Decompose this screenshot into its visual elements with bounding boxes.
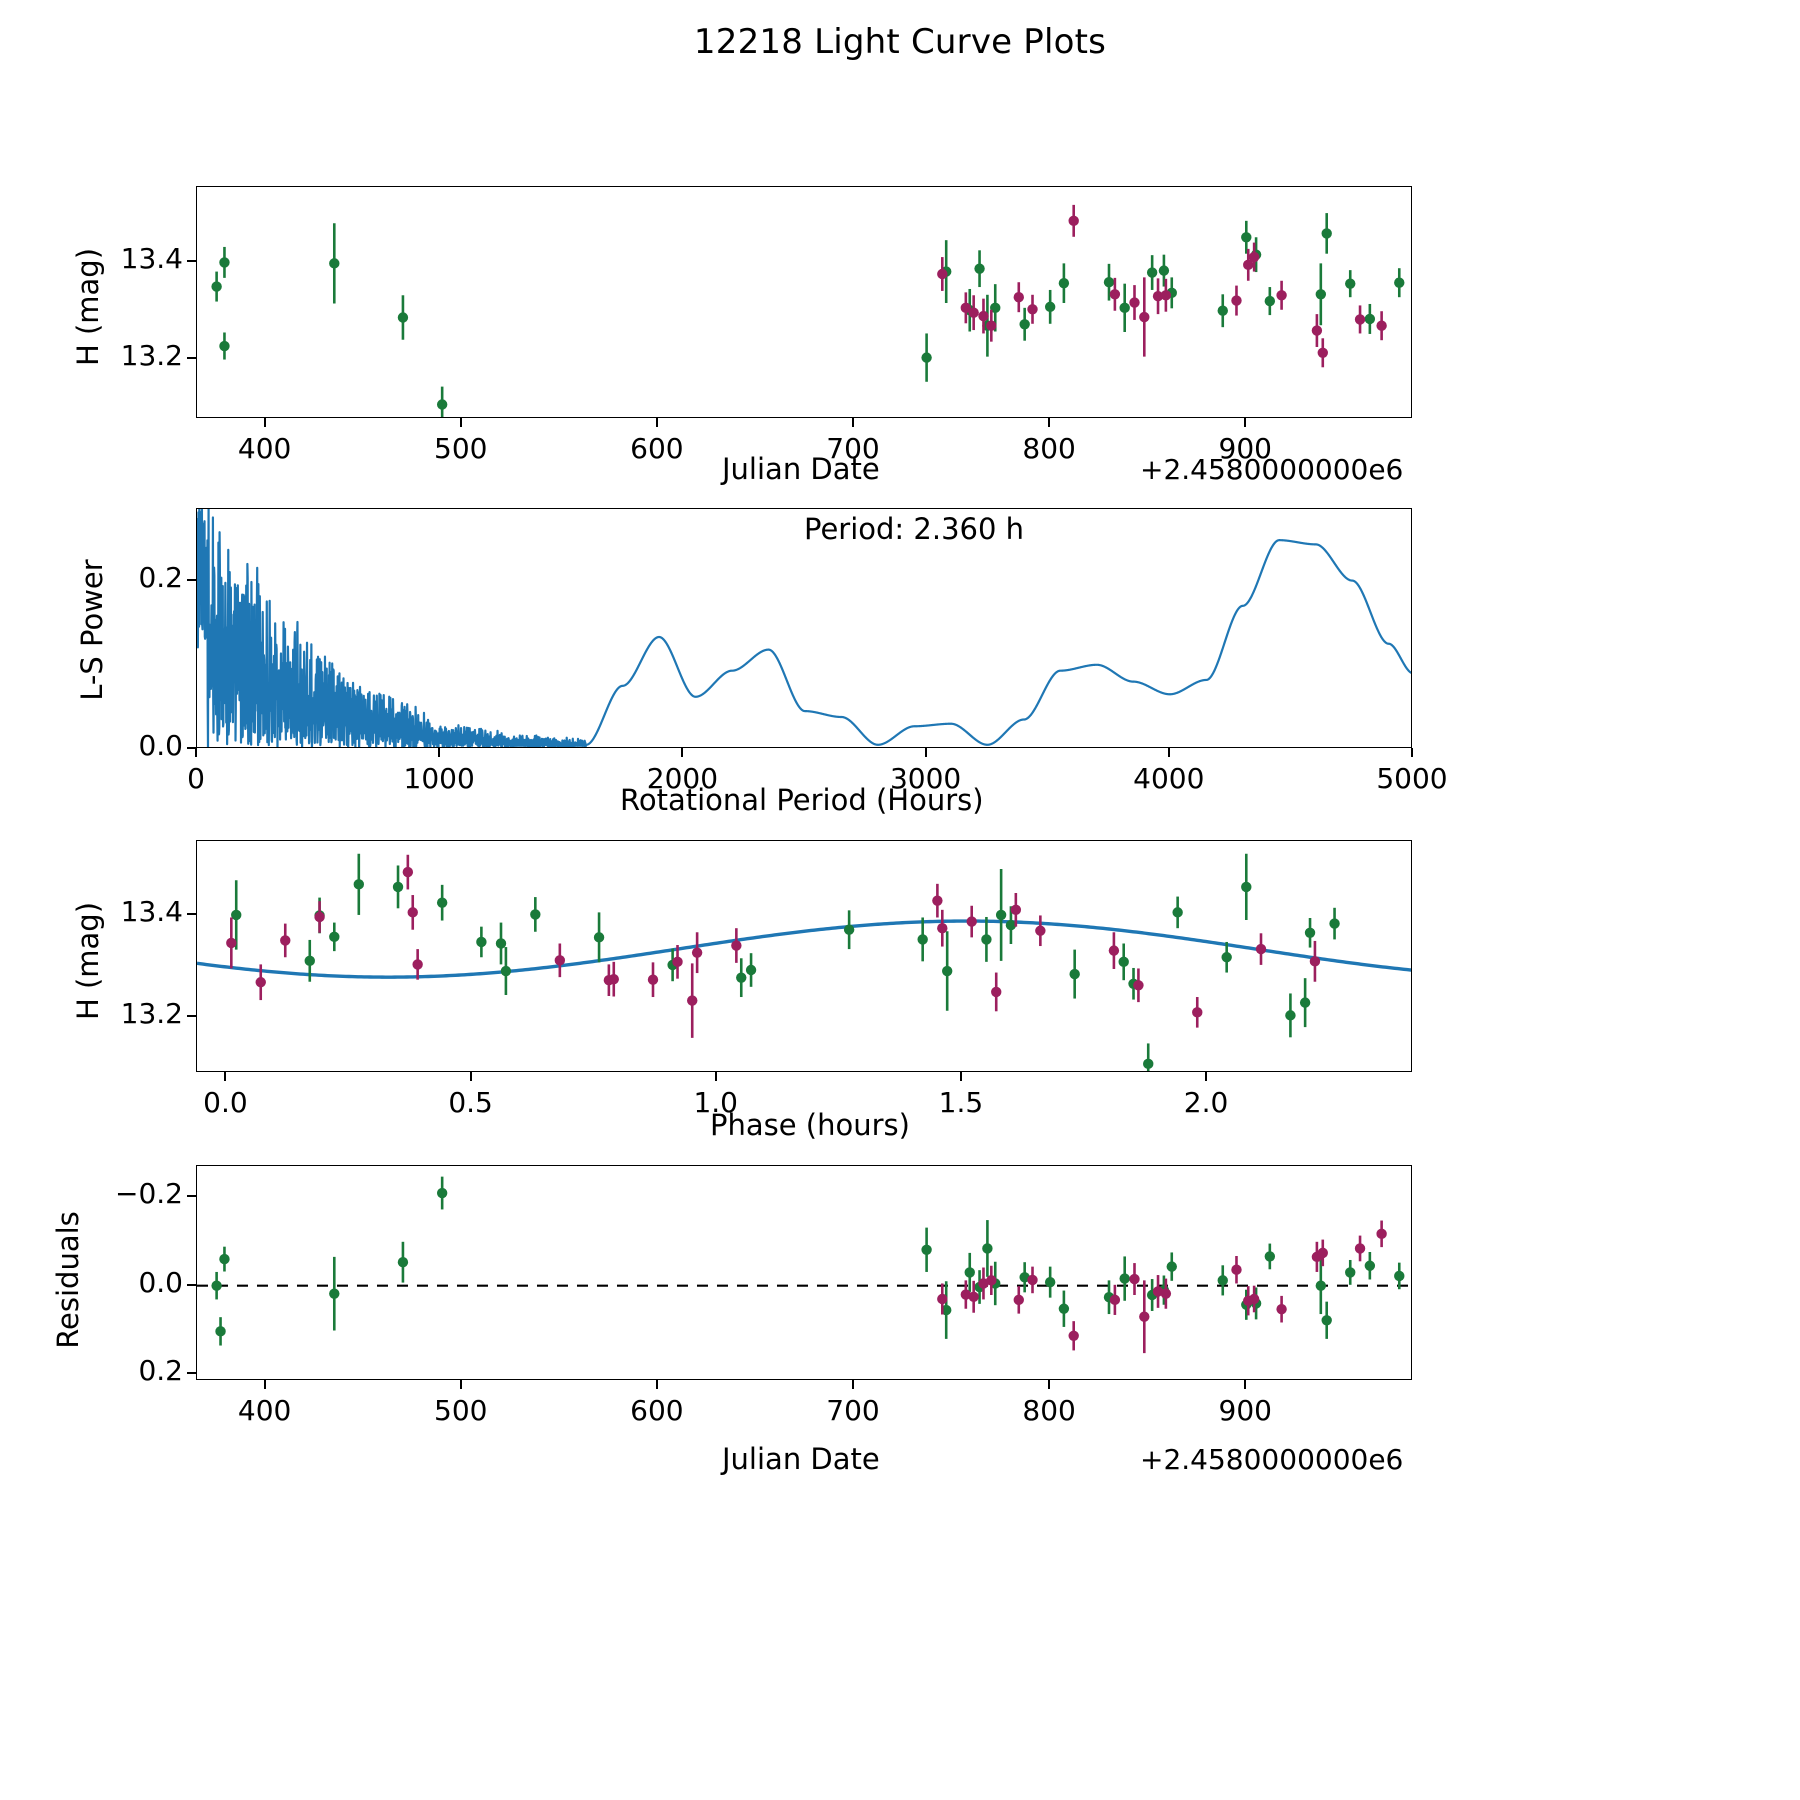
- panel1-x-tick: 600: [630, 432, 684, 465]
- panel1-y-tick: 13.4: [120, 241, 183, 275]
- series-green-band: [231, 853, 1340, 1071]
- panel1-x-tick-mark: [1048, 418, 1051, 427]
- residuals-panel: [196, 1165, 1412, 1380]
- panel3-x-tick: 2.0: [1183, 1086, 1229, 1119]
- panel4-x-tick-mark: [263, 1380, 266, 1389]
- panel3-y-tick-mark: [187, 1014, 196, 1017]
- panel3-x-tick-mark: [714, 1072, 717, 1081]
- panel4-x-tick: 900: [1218, 1394, 1272, 1427]
- panel2-x-tick-mark: [438, 748, 441, 757]
- panel4-x-tick-mark: [852, 1380, 855, 1389]
- panel4-x-tick-mark: [1048, 1380, 1051, 1389]
- phase-folded-panel: [196, 840, 1412, 1072]
- panel4-x-tick: 600: [630, 1394, 684, 1427]
- panel2-y-tick-mark: [187, 578, 196, 581]
- panel1-x-tick-mark: [1244, 418, 1247, 427]
- series-magenta-band: [226, 854, 1321, 1038]
- panel4-x-tick: 700: [826, 1394, 880, 1427]
- period-annotation: Period: 2.360 h: [804, 512, 1025, 546]
- panel1-x-offset-text: +2.4580000000e6: [1140, 453, 1404, 486]
- panel4-y-tick: 0.2: [138, 1354, 183, 1388]
- panel2-x-tick: 5000: [1376, 762, 1448, 795]
- series-magenta-band: [937, 1220, 1387, 1354]
- panel3-y-tick: 13.4: [120, 894, 183, 928]
- panel2-x-tick-mark: [1167, 748, 1170, 757]
- panel2-y-tick: 0.2: [138, 560, 183, 594]
- panel1-x-axis-label: Julian Date: [722, 452, 880, 486]
- panel2-y-tick: 0.0: [138, 729, 183, 762]
- panel3-y-tick-mark: [187, 912, 196, 915]
- panel3-x-tick-mark: [1205, 1072, 1208, 1081]
- panel4-y-tick-mark: [187, 1372, 196, 1375]
- panel2-x-tick: 0: [187, 762, 205, 795]
- panel3-y-tick: 13.2: [120, 996, 183, 1030]
- panel4-x-tick-mark: [1244, 1380, 1247, 1389]
- panel4-x-tick-mark: [655, 1380, 658, 1389]
- panel3-x-tick-mark: [224, 1072, 227, 1081]
- panel2-x-axis-label: Rotational Period (Hours): [620, 783, 984, 817]
- panel1-y-tick-mark: [187, 259, 196, 262]
- panel2-x-tick: 2000: [646, 762, 719, 795]
- series-green-band: [211, 213, 1405, 417]
- panel4-x-axis-label: Julian Date: [722, 1442, 880, 1476]
- panel1-x-tick: 700: [826, 432, 880, 465]
- panel2-x-tick: 3000: [889, 762, 962, 795]
- panel2-x-tick-mark: [195, 748, 197, 757]
- panel2-y-axis-label: L-S Power: [75, 559, 109, 701]
- figure-title: 12218 Light Curve Plots: [693, 22, 1107, 62]
- panel4-x-offset-text: +2.4580000000e6: [1140, 1443, 1404, 1476]
- panel3-x-tick-mark: [959, 1072, 962, 1081]
- panel3-x-tick-mark: [469, 1072, 472, 1081]
- panel1-x-tick-mark: [459, 418, 462, 427]
- panel1-x-tick: 900: [1218, 432, 1272, 465]
- panel3-x-tick: 0.5: [448, 1086, 493, 1119]
- panel1-y-tick: 13.2: [120, 338, 183, 372]
- panel3-x-axis-label: Phase (hours): [710, 1108, 910, 1142]
- panel4-y-tick-mark: [187, 1195, 196, 1198]
- panel3-x-tick: 1.0: [693, 1086, 738, 1119]
- series-green-band: [211, 1176, 1405, 1346]
- panel2-x-tick-mark: [924, 748, 927, 757]
- panel1-x-tick-mark: [263, 418, 266, 427]
- panel4-x-tick: 500: [434, 1394, 488, 1427]
- panel1-x-tick: 400: [237, 432, 292, 465]
- panel4-x-tick: 400: [237, 1394, 292, 1427]
- panel1-x-tick: 800: [1022, 432, 1076, 465]
- panel2-x-tick-mark: [1411, 748, 1413, 757]
- raw-light-curve-panel: [196, 186, 1412, 418]
- periodogram-panel: [196, 508, 1412, 748]
- panel2-y-tick-mark: [187, 747, 196, 749]
- panel4-y-tick: 0.0: [138, 1265, 183, 1299]
- panel4-y-tick-mark: [187, 1283, 196, 1286]
- panel1-y-axis-label: H (mag): [71, 247, 105, 367]
- panel4-x-tick: 800: [1022, 1394, 1076, 1427]
- panel1-y-tick-mark: [187, 356, 196, 359]
- panel4-y-tick: −0.2: [115, 1177, 183, 1211]
- panel1-x-tick-mark: [655, 418, 658, 427]
- panel2-x-tick: 1000: [403, 762, 475, 795]
- panel1-x-tick-mark: [852, 418, 855, 427]
- series-magenta-band: [937, 204, 1387, 368]
- panel3-x-tick: 1.5: [938, 1086, 984, 1119]
- panel4-x-tick-mark: [459, 1380, 462, 1389]
- panel1-x-tick: 500: [434, 432, 488, 465]
- panel2-x-tick: 4000: [1133, 762, 1205, 795]
- panel3-x-tick: 0.0: [203, 1086, 248, 1119]
- panel2-x-tick-mark: [681, 748, 684, 757]
